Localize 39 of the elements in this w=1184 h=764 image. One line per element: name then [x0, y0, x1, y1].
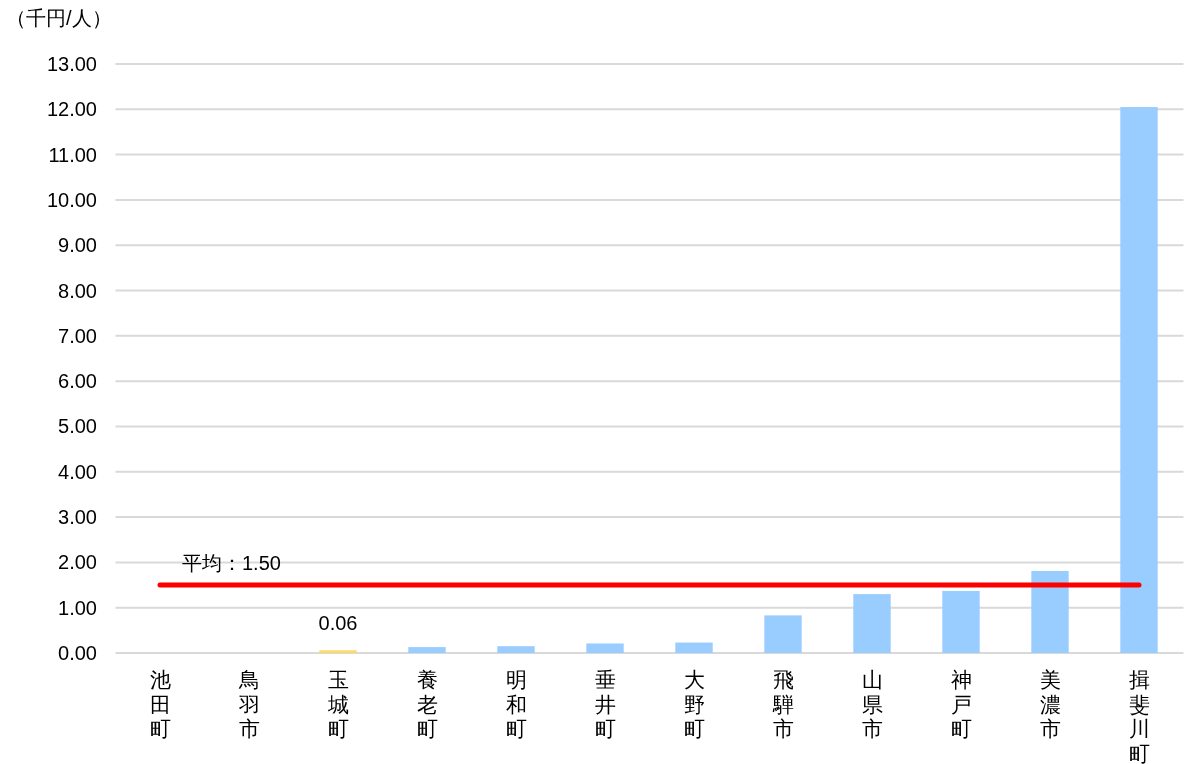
y-tick-label: 4.00	[58, 460, 97, 483]
y-tick-label: 2.00	[58, 551, 97, 574]
y-tick-label: 0.00	[58, 642, 97, 664]
x-tick-label: 揖斐川町	[1128, 668, 1150, 764]
y-tick-label: 8.00	[58, 279, 97, 302]
ref-line-label: 平均：1.50	[182, 552, 281, 575]
bar	[497, 646, 535, 653]
bar	[319, 650, 357, 653]
y-tick-label: 11.00	[48, 143, 97, 166]
y-tick-label: 10.00	[46, 188, 97, 211]
x-tick-label: 飛騨市	[771, 668, 794, 740]
bar	[1120, 107, 1158, 653]
bar	[675, 642, 713, 653]
bar	[408, 647, 446, 653]
x-tick-label: 美濃市	[1039, 668, 1061, 740]
y-tick-label: 7.00	[58, 324, 97, 347]
y-tick-label: 1.00	[58, 596, 97, 619]
y-tick-label: 13.00	[46, 53, 97, 75]
bar	[1031, 570, 1069, 653]
x-tick-label: 垂井町	[594, 668, 616, 740]
y-tick-label: 3.00	[58, 506, 97, 529]
bar	[764, 615, 802, 653]
y-tick-label: 9.00	[58, 234, 97, 257]
y-tick-label: 5.00	[58, 415, 97, 438]
bar	[853, 594, 891, 653]
x-tick-label: 玉城町	[326, 668, 349, 740]
bar	[586, 643, 624, 653]
data-label: 0.06	[318, 612, 358, 635]
y-tick-label: 6.00	[58, 370, 97, 393]
y-axis-title: （千円/人）	[6, 7, 112, 29]
y-tick-label: 12.00	[46, 98, 97, 121]
x-tick-label: 明和町	[505, 668, 527, 740]
x-tick-label: 養老町	[416, 668, 438, 740]
x-tick-label: 大野町	[683, 668, 705, 740]
x-tick-label: 鳥羽市	[237, 668, 260, 740]
x-tick-label: 神戸町	[950, 668, 972, 740]
x-tick-label: 池田町	[149, 668, 171, 740]
bar	[942, 590, 980, 653]
x-tick-label: 山県市	[861, 668, 883, 740]
